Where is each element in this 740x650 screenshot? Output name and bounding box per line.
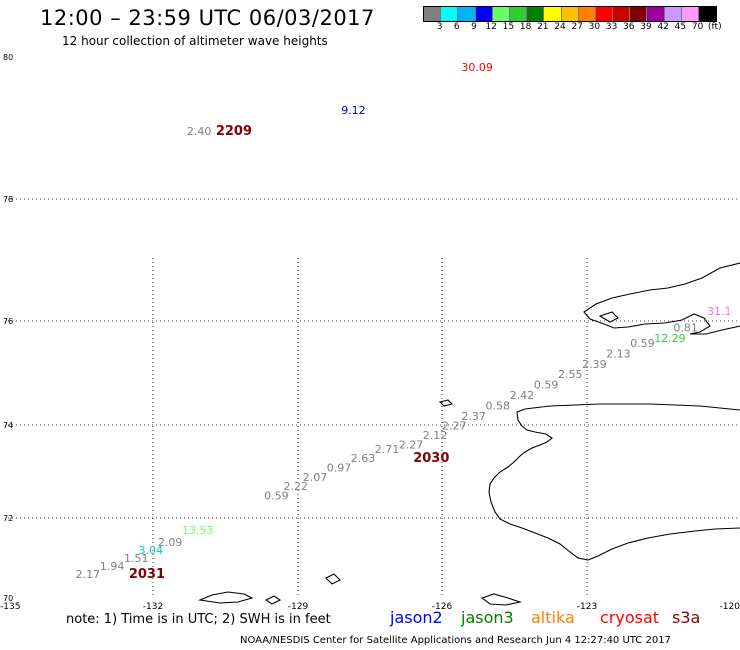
- color-legend-bar: [423, 6, 718, 22]
- color-swatch: [664, 7, 682, 21]
- color-swatch: [630, 7, 648, 21]
- wave-height-value: 0.97: [327, 462, 352, 475]
- coastline-island-north: [583, 262, 740, 335]
- latitude-label: 78: [3, 195, 13, 204]
- color-legend-label: (ft): [708, 22, 722, 32]
- latitude-label: 72: [3, 514, 13, 523]
- units-note: note: 1) Time is in UTC; 2) SWH is in fe…: [66, 612, 331, 627]
- color-swatch: [458, 7, 476, 21]
- latitude-label: 70: [3, 594, 13, 603]
- satellite-label: cryosat: [600, 608, 660, 627]
- color-legend-label: 39: [640, 22, 652, 32]
- wave-height-value: 2.55: [558, 368, 583, 381]
- coastline-island-small: [598, 311, 619, 323]
- color-swatch: [578, 7, 596, 21]
- page-title: 12:00 – 23:59 UTC 06/03/2017: [40, 6, 375, 30]
- longitude-label: -132: [143, 602, 163, 612]
- color-legend-label: 36: [623, 22, 635, 32]
- color-swatch: [424, 7, 442, 21]
- satellite-label: jason2: [390, 608, 443, 627]
- wave-height-value: 2.07: [303, 471, 328, 484]
- pass-time-label: 2030: [413, 451, 449, 466]
- color-swatch: [475, 7, 493, 21]
- wave-height-value: 2.09: [158, 536, 183, 549]
- wave-height-value: 0.59: [630, 337, 655, 350]
- wave-height-value: 2.63: [351, 452, 376, 465]
- wave-height-value: 2.37: [461, 410, 486, 423]
- observations-layer: 30.099.122.4031.10.8112.290.592.132.392.…: [76, 61, 732, 582]
- color-swatch: [561, 7, 579, 21]
- wave-height-value: 2.40: [187, 125, 212, 138]
- longitude-label: -120: [720, 602, 740, 612]
- latitude-label: 74: [3, 421, 13, 430]
- credit-line: NOAA/NESDIS Center for Satellite Applica…: [240, 635, 671, 646]
- color-legend-labels: 3 6 9 12 15 18 21 24 27 30 33 36 39 42 45 70 (ft): [423, 22, 740, 34]
- wave-height-value: 2.17: [76, 568, 101, 581]
- color-legend-label: 9: [471, 22, 477, 32]
- latitude-label: 80: [3, 53, 13, 62]
- color-legend-label: 45: [674, 22, 687, 32]
- coastline-mainland: [488, 403, 740, 561]
- color-swatch: [544, 7, 562, 21]
- color-swatch: [492, 7, 510, 21]
- wave-height-value: 0.81: [673, 321, 698, 334]
- color-legend-label: 12: [485, 22, 497, 32]
- wave-height-value: 12.29: [654, 332, 686, 345]
- wave-height-value: 2.42: [510, 389, 534, 402]
- wave-height-value: 2.39: [582, 358, 607, 371]
- color-swatch: [699, 7, 717, 21]
- satellite-label: altika: [531, 608, 575, 627]
- color-swatch: [441, 7, 459, 21]
- color-legend-label: 21: [537, 22, 549, 32]
- graticule: [8, 198, 740, 598]
- wave-height-value: 2.71: [375, 443, 400, 456]
- satellite-label: s3a: [672, 608, 701, 627]
- coastline-islands-south: [197, 399, 523, 606]
- page-subtitle: 12 hour collection of altimeter wave hei…: [62, 34, 328, 48]
- wave-height-value: 2.27: [442, 420, 467, 433]
- wave-height-value: 0.59: [264, 489, 289, 502]
- wave-height-value: 2.27: [399, 438, 424, 451]
- color-legend-label: 6: [453, 22, 460, 32]
- wave-height-value: 30.09: [461, 61, 493, 74]
- wave-height-value: 31.1: [707, 305, 732, 318]
- wave-height-value: 13.53: [182, 524, 214, 537]
- wave-height-value: 3.04: [139, 544, 164, 557]
- wave-height-value: 2.12: [423, 429, 448, 442]
- wave-height-value: 1.94: [100, 560, 125, 573]
- latitude-label: 76: [3, 317, 13, 326]
- wave-height-value: 9.12: [341, 104, 366, 117]
- longitude-label: -126: [432, 602, 453, 612]
- color-swatch: [647, 7, 665, 21]
- wave-height-value: 0.58: [486, 399, 511, 412]
- color-swatch: [527, 7, 545, 21]
- color-swatch: [681, 7, 699, 21]
- coastline: [197, 262, 740, 606]
- color-legend-label: 24: [554, 22, 566, 32]
- color-legend-label: 18: [519, 22, 532, 32]
- axis-labels: 80 78 76 74 72 70-135 -132 -129 -126 -123 -120: [0, 53, 740, 612]
- wave-height-value: 2.13: [606, 347, 631, 360]
- color-legend-label: 30: [588, 22, 601, 32]
- pass-time-label: 2209: [216, 124, 252, 139]
- color-legend-label: 15: [502, 22, 515, 32]
- pass-time-label: 2031: [129, 567, 165, 582]
- satellite-label: jason3: [461, 608, 514, 627]
- color-legend-label: 42: [657, 22, 669, 32]
- wave-height-value: 2.22: [284, 480, 309, 493]
- color-legend-label: 33: [605, 22, 618, 32]
- color-legend-label: 3: [436, 22, 443, 32]
- color-swatch: [613, 7, 631, 21]
- wave-height-value: 1.51: [124, 552, 149, 565]
- wave-height-value: 0.59: [534, 379, 559, 392]
- color-swatch: [509, 7, 528, 21]
- color-swatch: [595, 7, 614, 21]
- longitude-label: -123: [577, 602, 597, 612]
- longitude-label: -135: [0, 602, 20, 612]
- longitude-label: -129: [288, 602, 309, 612]
- color-legend-label: 27: [571, 22, 583, 32]
- color-legend-label: 70: [691, 22, 704, 32]
